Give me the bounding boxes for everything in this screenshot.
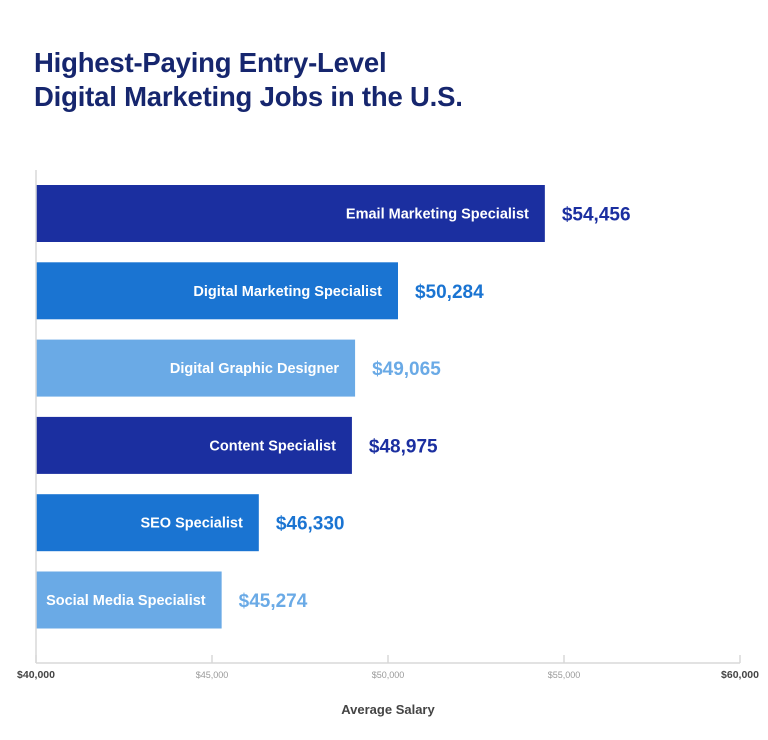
bar-category-label: Digital Marketing Specialist [193, 284, 382, 300]
x-axis: $40,000 $45,000 $50,000 $55,000 $60,000 [17, 170, 759, 681]
bar-value-label: $45,274 [239, 591, 308, 612]
bar-category-label: SEO Specialist [140, 516, 243, 532]
bar-value-label: $48,975 [369, 436, 438, 457]
bars-group: Email Marketing Specialist $54,456 Digital… [36, 185, 631, 629]
x-tick-label: $55,000 [548, 670, 581, 680]
bar-value-label: $46,330 [276, 514, 345, 535]
bar-value-label: $49,065 [372, 359, 441, 380]
x-tick-label: $60,000 [721, 669, 759, 681]
bar-category-label: Social Media Specialist [46, 593, 206, 609]
bar [36, 416, 352, 474]
chart-title: Highest-Paying Entry-Level Digital Marke… [34, 46, 463, 114]
bar [36, 494, 259, 552]
bar [36, 571, 222, 629]
bar-category-label: Content Specialist [209, 438, 336, 454]
x-tick-label: $45,000 [196, 670, 229, 680]
bar-value-label: $50,284 [415, 282, 484, 303]
title-line-2: Digital Marketing Jobs in the U.S. [34, 81, 463, 112]
bar [36, 185, 545, 242]
bar-category-label: Email Marketing Specialist [346, 207, 529, 223]
bar [36, 339, 356, 397]
bar-value-label: $54,456 [562, 205, 631, 226]
x-tick-label: $40,000 [17, 669, 55, 681]
x-tick-label: $50,000 [372, 670, 405, 680]
bar-category-label: Digital Graphic Designer [170, 361, 340, 377]
x-axis-title: Average Salary [341, 702, 435, 717]
title-line-1: Highest-Paying Entry-Level [34, 47, 387, 78]
bar [36, 262, 398, 320]
